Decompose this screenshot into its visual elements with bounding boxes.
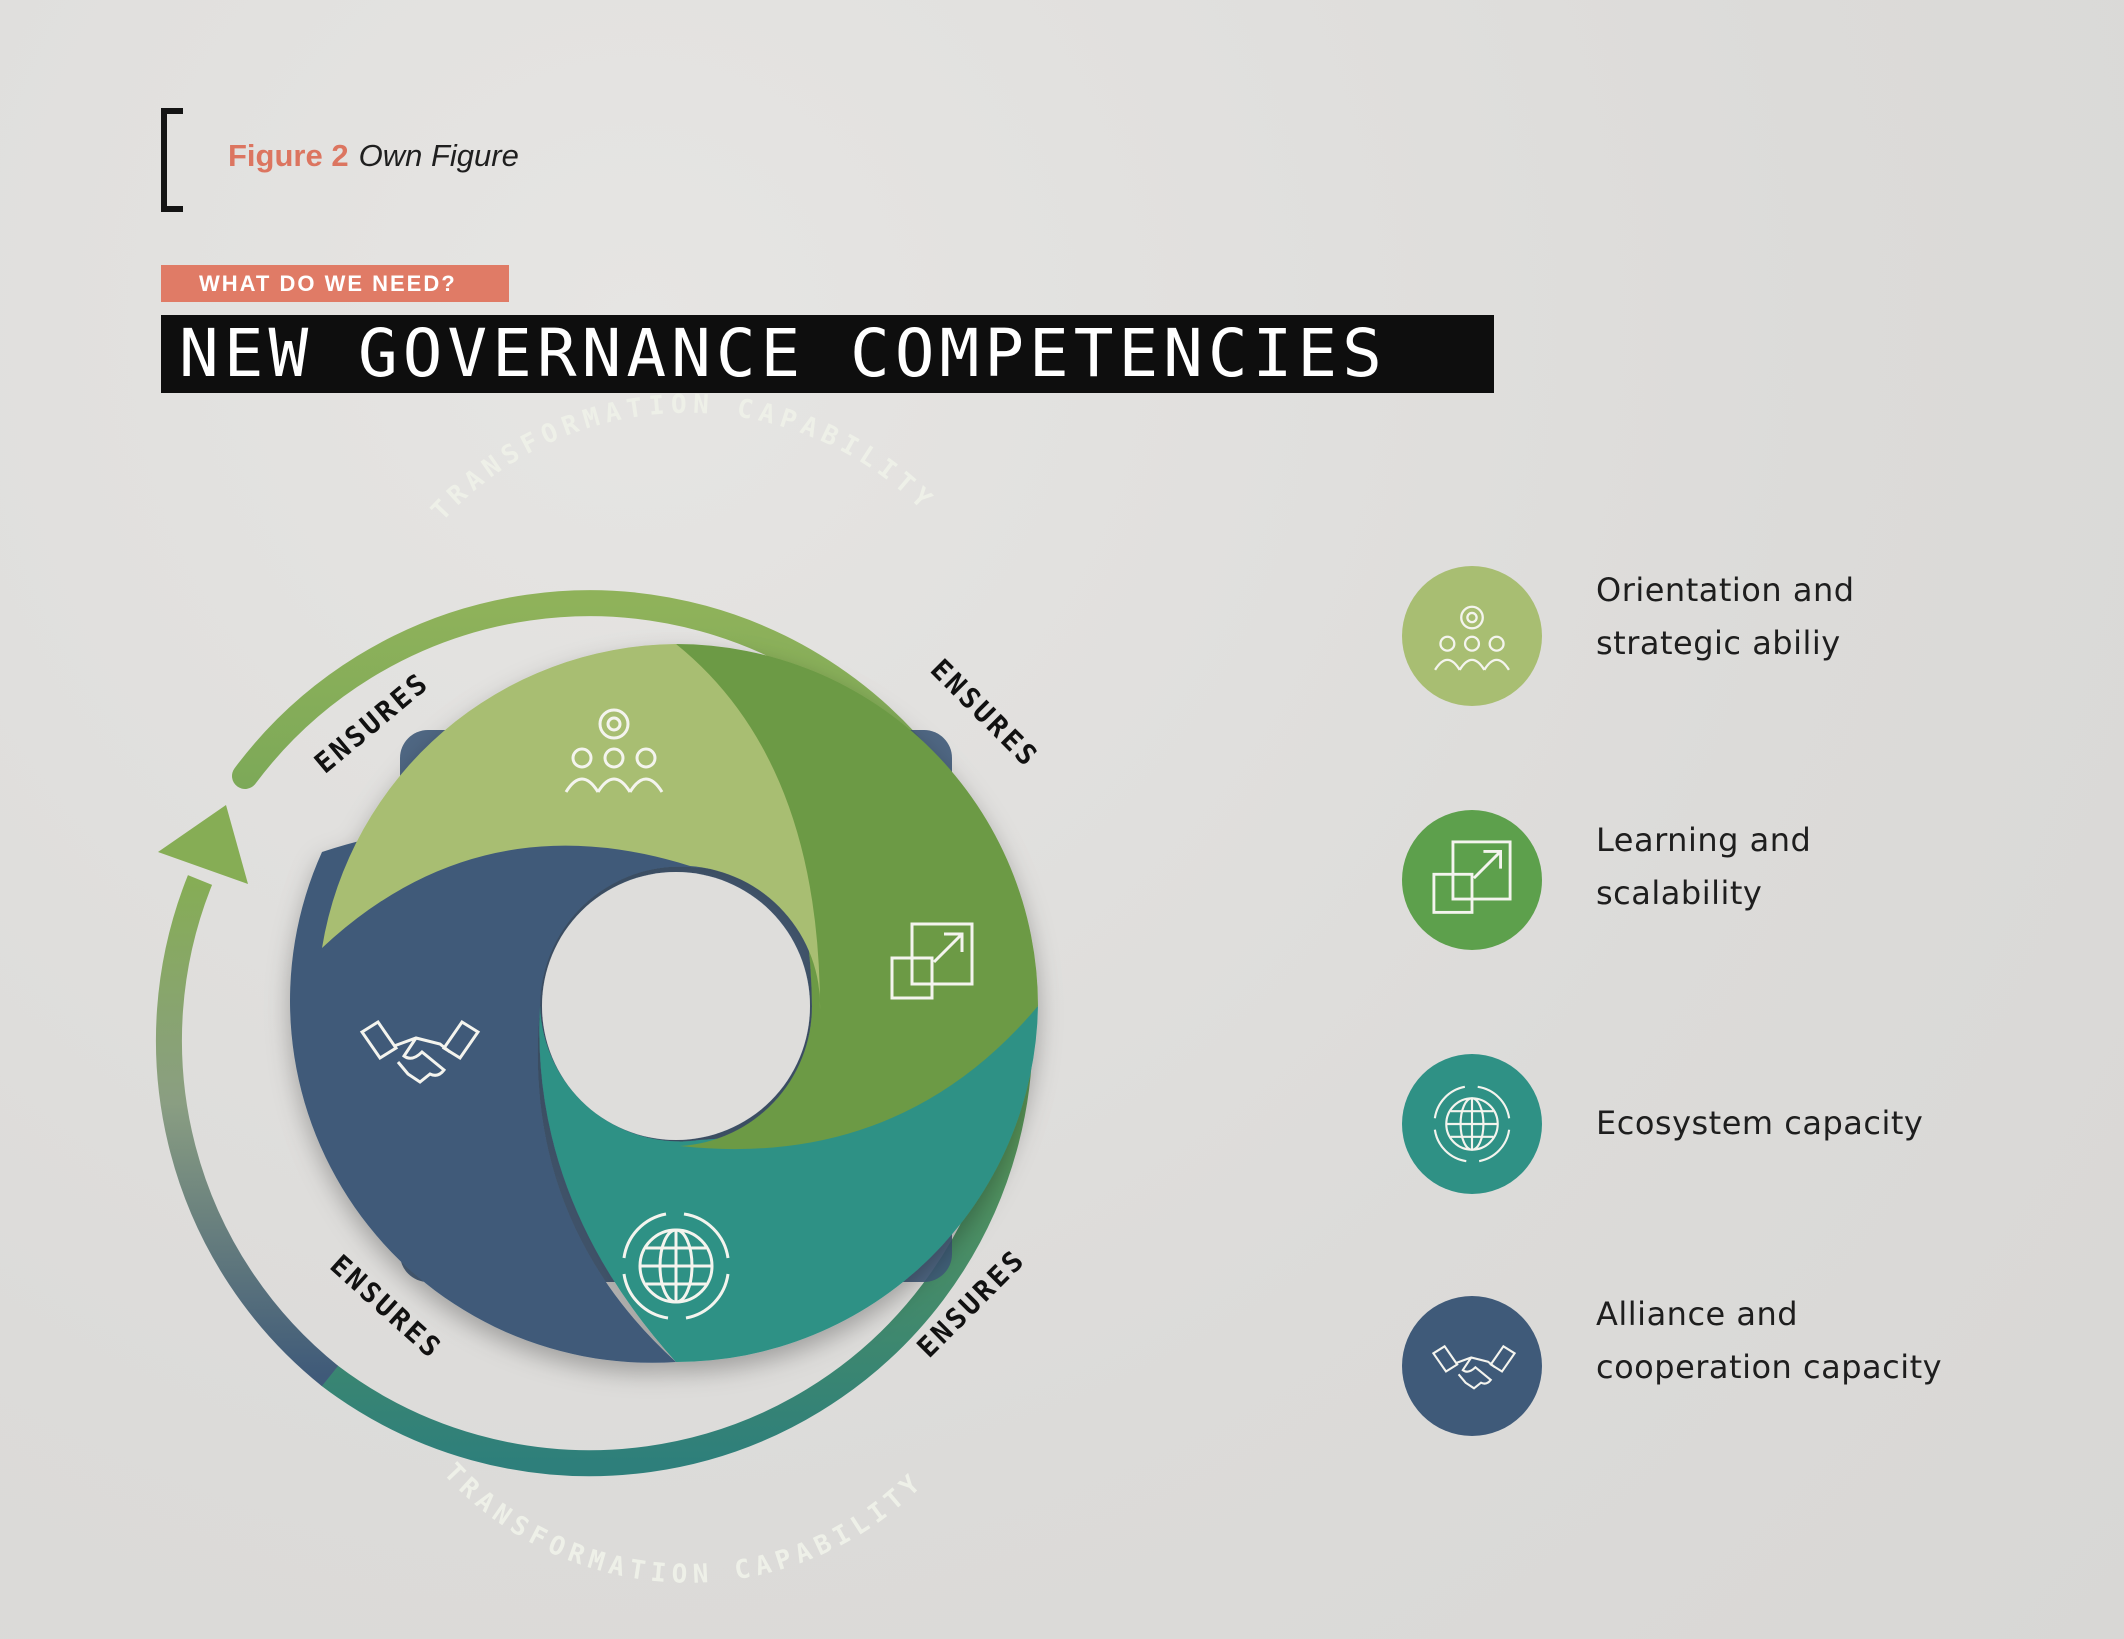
team-gear-icon	[564, 708, 664, 793]
legend-label-line1: Learning and	[1596, 821, 1812, 859]
scale-up-icon	[1432, 840, 1512, 914]
legend-label-line1: Alliance and	[1596, 1295, 1799, 1333]
figure-number: Figure 2	[228, 138, 349, 173]
legend-label-line2: cooperation capacity	[1596, 1348, 1943, 1386]
segment-orientation	[322, 644, 821, 1010]
legend-item-orientation: Orientation and strategic abiliy	[1402, 566, 2082, 706]
legend-label-line2: scalability	[1596, 874, 1763, 912]
team-gear-icon	[1434, 605, 1510, 671]
outer-label-top: TRANSFORMATION CAPABILITY	[426, 390, 942, 527]
legend-item-learning: Learning and scalability	[1402, 810, 2082, 950]
legend-circle-alliance	[1402, 1296, 1542, 1436]
legend-circle-ecosystem	[1402, 1054, 1542, 1194]
kicker-label: WHAT DO WE NEED?	[161, 265, 509, 302]
figure-caption: Own Figure	[358, 138, 519, 173]
legend-label-line1: Ecosystem capacity	[1596, 1104, 1924, 1142]
handshake-icon	[359, 1019, 481, 1084]
swirl-group	[290, 644, 1038, 1363]
page-title: NEW GOVERNANCE COMPETENCIES	[161, 315, 1494, 393]
legend-label-line2: strategic abiliy	[1596, 624, 1841, 662]
legend-item-alliance: Alliance and cooperation capacity	[1402, 1295, 2082, 1436]
ring-arrowhead	[158, 805, 248, 884]
scale-up-icon	[890, 922, 974, 1000]
handshake-icon	[1432, 1344, 1516, 1390]
legend-circle-orientation	[1402, 566, 1542, 706]
figure-bracket	[161, 108, 183, 212]
globe-cycle-icon	[1433, 1085, 1511, 1163]
legend-circle-learning	[1402, 810, 1542, 950]
legend-label-line1: Orientation and	[1596, 571, 1855, 609]
outer-ring-left	[155, 875, 339, 1387]
figure-label: Figure 2 Own Figure	[228, 136, 519, 176]
legend-item-ecosystem: Ecosystem capacity	[1402, 1054, 2082, 1194]
segment-alliance	[290, 824, 700, 1363]
center-hole	[542, 872, 810, 1140]
globe-cycle-icon	[622, 1212, 730, 1320]
outer-label-bottom: TRANSFORMATION CAPABILITY	[438, 1457, 931, 1589]
